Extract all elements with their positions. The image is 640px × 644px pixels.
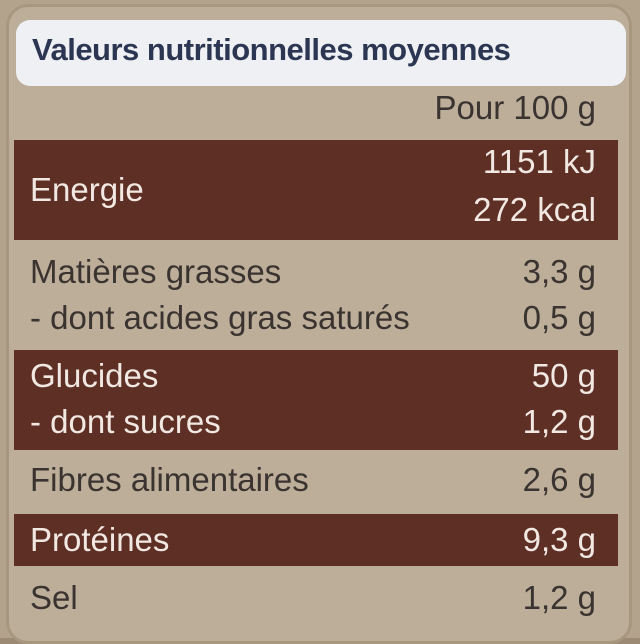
row-label: Fibres alimentaires <box>30 461 309 498</box>
column-header: Pour 100 g <box>434 89 596 126</box>
title: Valeurs nutritionnelles moyennes <box>32 32 511 67</box>
row-value: 1,2 g <box>522 579 596 616</box>
row-value: 9,3 g <box>522 521 596 558</box>
row-label: Glucides <box>30 357 159 394</box>
row-value: 1,2 g <box>522 403 596 440</box>
row-label: Sel <box>30 579 78 616</box>
row-label: Protéines <box>30 521 170 558</box>
row-value: 3,3 g <box>522 253 596 290</box>
row-value: 0,5 g <box>522 299 596 336</box>
row-band <box>14 514 618 566</box>
row-label: Matières grasses <box>30 253 282 290</box>
row-value: 1151 kJ <box>482 143 596 180</box>
row-band <box>14 140 618 240</box>
row-value: 2,6 g <box>522 461 596 498</box>
row-band <box>14 350 618 450</box>
row-label: - dont sucres <box>30 403 221 440</box>
row-label: - dont acides gras saturés <box>30 299 410 336</box>
row-value: 50 g <box>531 357 596 394</box>
row-value: 272 kcal <box>473 191 596 228</box>
title-box <box>16 20 626 86</box>
row-label: Energie <box>30 171 144 208</box>
